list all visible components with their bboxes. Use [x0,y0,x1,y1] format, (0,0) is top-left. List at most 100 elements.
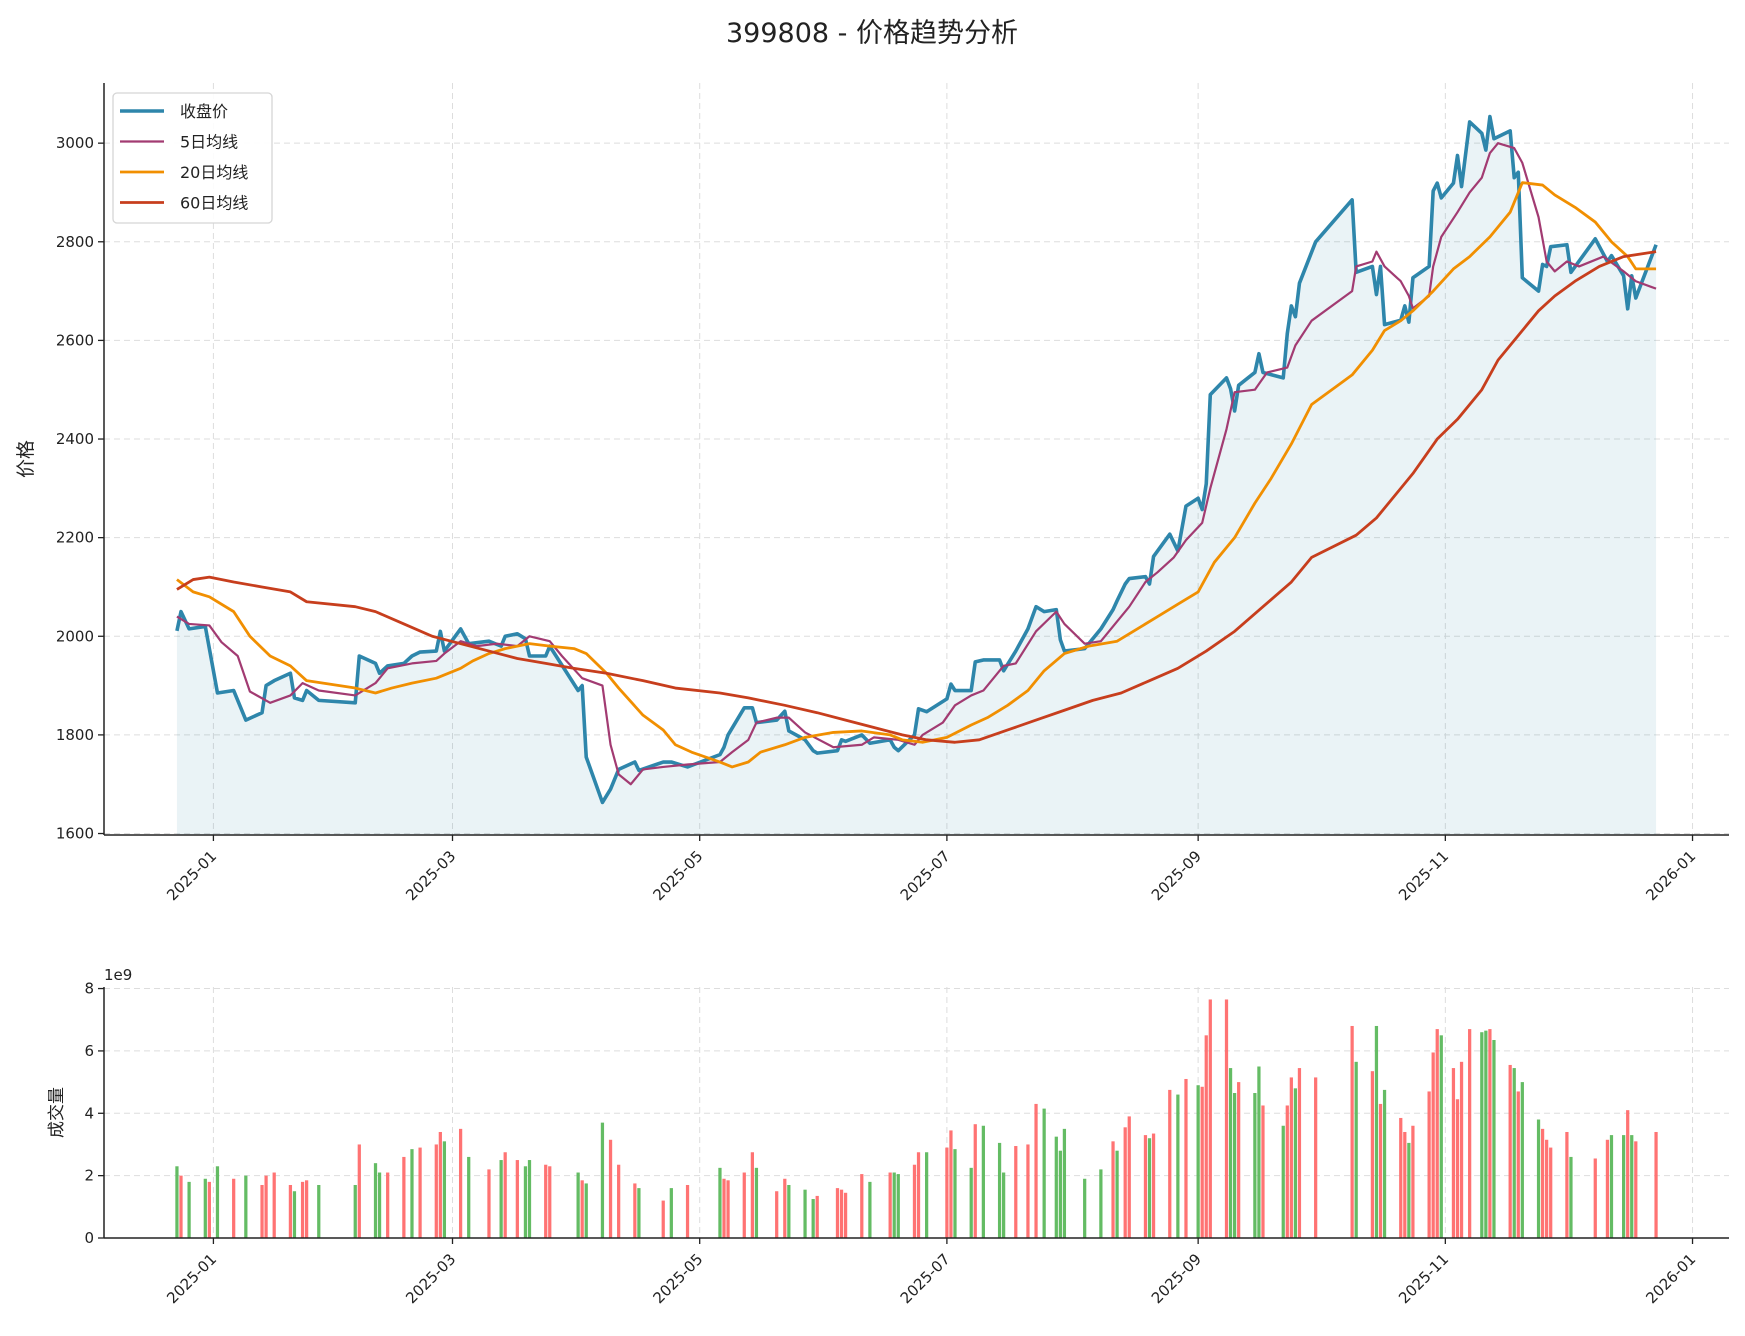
series-line-ma60 [176,250,1657,744]
volume-bar [997,1142,1002,1238]
volume-bar [633,1183,637,1238]
volume-bar [835,1188,840,1238]
volume-bar [803,1189,807,1238]
y-tick-label: 3000 [56,134,94,152]
volume-bar [357,1144,361,1238]
x-tick-label: 2025-03 [402,1250,459,1307]
volume-bar [1224,999,1229,1238]
volume-bar [418,1147,422,1238]
volume-bar [1042,1108,1046,1238]
legend: 收盘价 5日均线 20日均线 60日均线 [112,92,273,224]
x-tick-label: 2025-07 [897,1250,954,1307]
volume-bar [1196,1085,1200,1238]
volume-bar [600,1122,605,1238]
volume-bar [617,1164,621,1238]
volume-bar [499,1160,503,1238]
volume-bar [969,1167,973,1238]
volume-bar [1232,1093,1237,1238]
volume-bar [503,1152,507,1238]
volume-bar [288,1184,293,1238]
volume-bar [1281,1125,1285,1238]
x-tick-label: 2025-05 [649,847,706,904]
volume-bar [1034,1103,1038,1238]
volume-bar [1176,1094,1180,1238]
x-tick-label: 2025-11 [1395,847,1452,904]
volume-bar [1512,1068,1516,1238]
chart-title: 399808 - 价格趋势分析 [726,18,1018,49]
y-tick-label: 6 [84,1042,94,1060]
volume-bar [1634,1141,1638,1238]
volume-bar [175,1166,179,1238]
volume-bar [1399,1117,1403,1238]
volume-bar [1508,1064,1512,1238]
volume-bar [811,1199,815,1238]
volume-bar [726,1180,730,1238]
volume-bar [300,1181,305,1238]
volume-bar [949,1130,953,1238]
volume-bar [1350,1025,1354,1238]
volume-bar [1127,1116,1131,1238]
volume-bar [1403,1131,1407,1238]
volume-panel: 0 2 4 6 8 2025-01 2025-03 2025-05 2025-07 2025-09… [47,966,1729,1307]
volume-bar [1026,1144,1030,1238]
volume-bar [487,1169,491,1238]
y-tick-label: 1800 [56,726,94,744]
volume-bar [685,1184,690,1238]
volume-bar [1002,1172,1006,1238]
y-tick-label: 0 [84,1229,94,1247]
volume-bar [1468,1029,1472,1238]
volume-bar [317,1184,321,1238]
volume-bar [1058,1150,1062,1238]
volume-bar [839,1189,844,1238]
volume-bar [945,1147,949,1238]
y-tick-label: 2600 [56,331,94,349]
volume-bar [1609,1135,1614,1238]
volume-bar [718,1167,722,1238]
volume-bar [1439,1035,1443,1238]
legend-label: 20日均线 [180,163,248,182]
x-tick-label: 2026-01 [1642,1250,1699,1307]
volume-bar [458,1128,463,1238]
volume-bar [669,1188,673,1238]
volume-bar [207,1181,211,1238]
volume-bar [953,1149,957,1238]
volume-bar [584,1183,588,1238]
volume-bar [576,1172,580,1238]
volume-bar [264,1175,268,1238]
series-line-close [175,114,1658,805]
volume-bar [1431,1052,1435,1238]
volume-bar [1545,1139,1549,1238]
volume-bar [187,1181,191,1238]
volume-bar [1293,1088,1298,1238]
volume-bar [981,1125,985,1238]
y-axis-label: 成交量 [47,1087,67,1138]
volume-bar [410,1149,414,1238]
volume-bar [1516,1091,1520,1238]
volume-bar [1237,1082,1241,1238]
volume-bar [1427,1091,1431,1238]
volume-bar [260,1184,264,1238]
volume-bar [1014,1146,1018,1238]
volume-bar [973,1124,977,1238]
volume-bar [896,1174,900,1238]
volume-bar [1605,1139,1610,1238]
volume-bar [1411,1125,1415,1238]
volume-bar [1630,1135,1634,1238]
volume-bar [843,1192,848,1238]
volume-bar [1565,1131,1569,1238]
x-tick-label: 2025-09 [1148,847,1205,904]
y-tick-label: 2200 [56,529,94,547]
volume-bar [1151,1133,1156,1238]
volume-bar [1536,1119,1541,1238]
volume-bar [1382,1089,1387,1238]
volume-bar [580,1180,584,1238]
volume-bar [1374,1025,1379,1238]
volume-bar [232,1178,236,1238]
volume-bar [868,1181,872,1238]
volume-bar [1228,1068,1233,1238]
x-tick-label: 2025-11 [1395,1250,1452,1307]
x-tick-label: 2026-01 [1642,847,1699,904]
volume-bar [1083,1178,1087,1238]
volume-bar [203,1178,207,1238]
